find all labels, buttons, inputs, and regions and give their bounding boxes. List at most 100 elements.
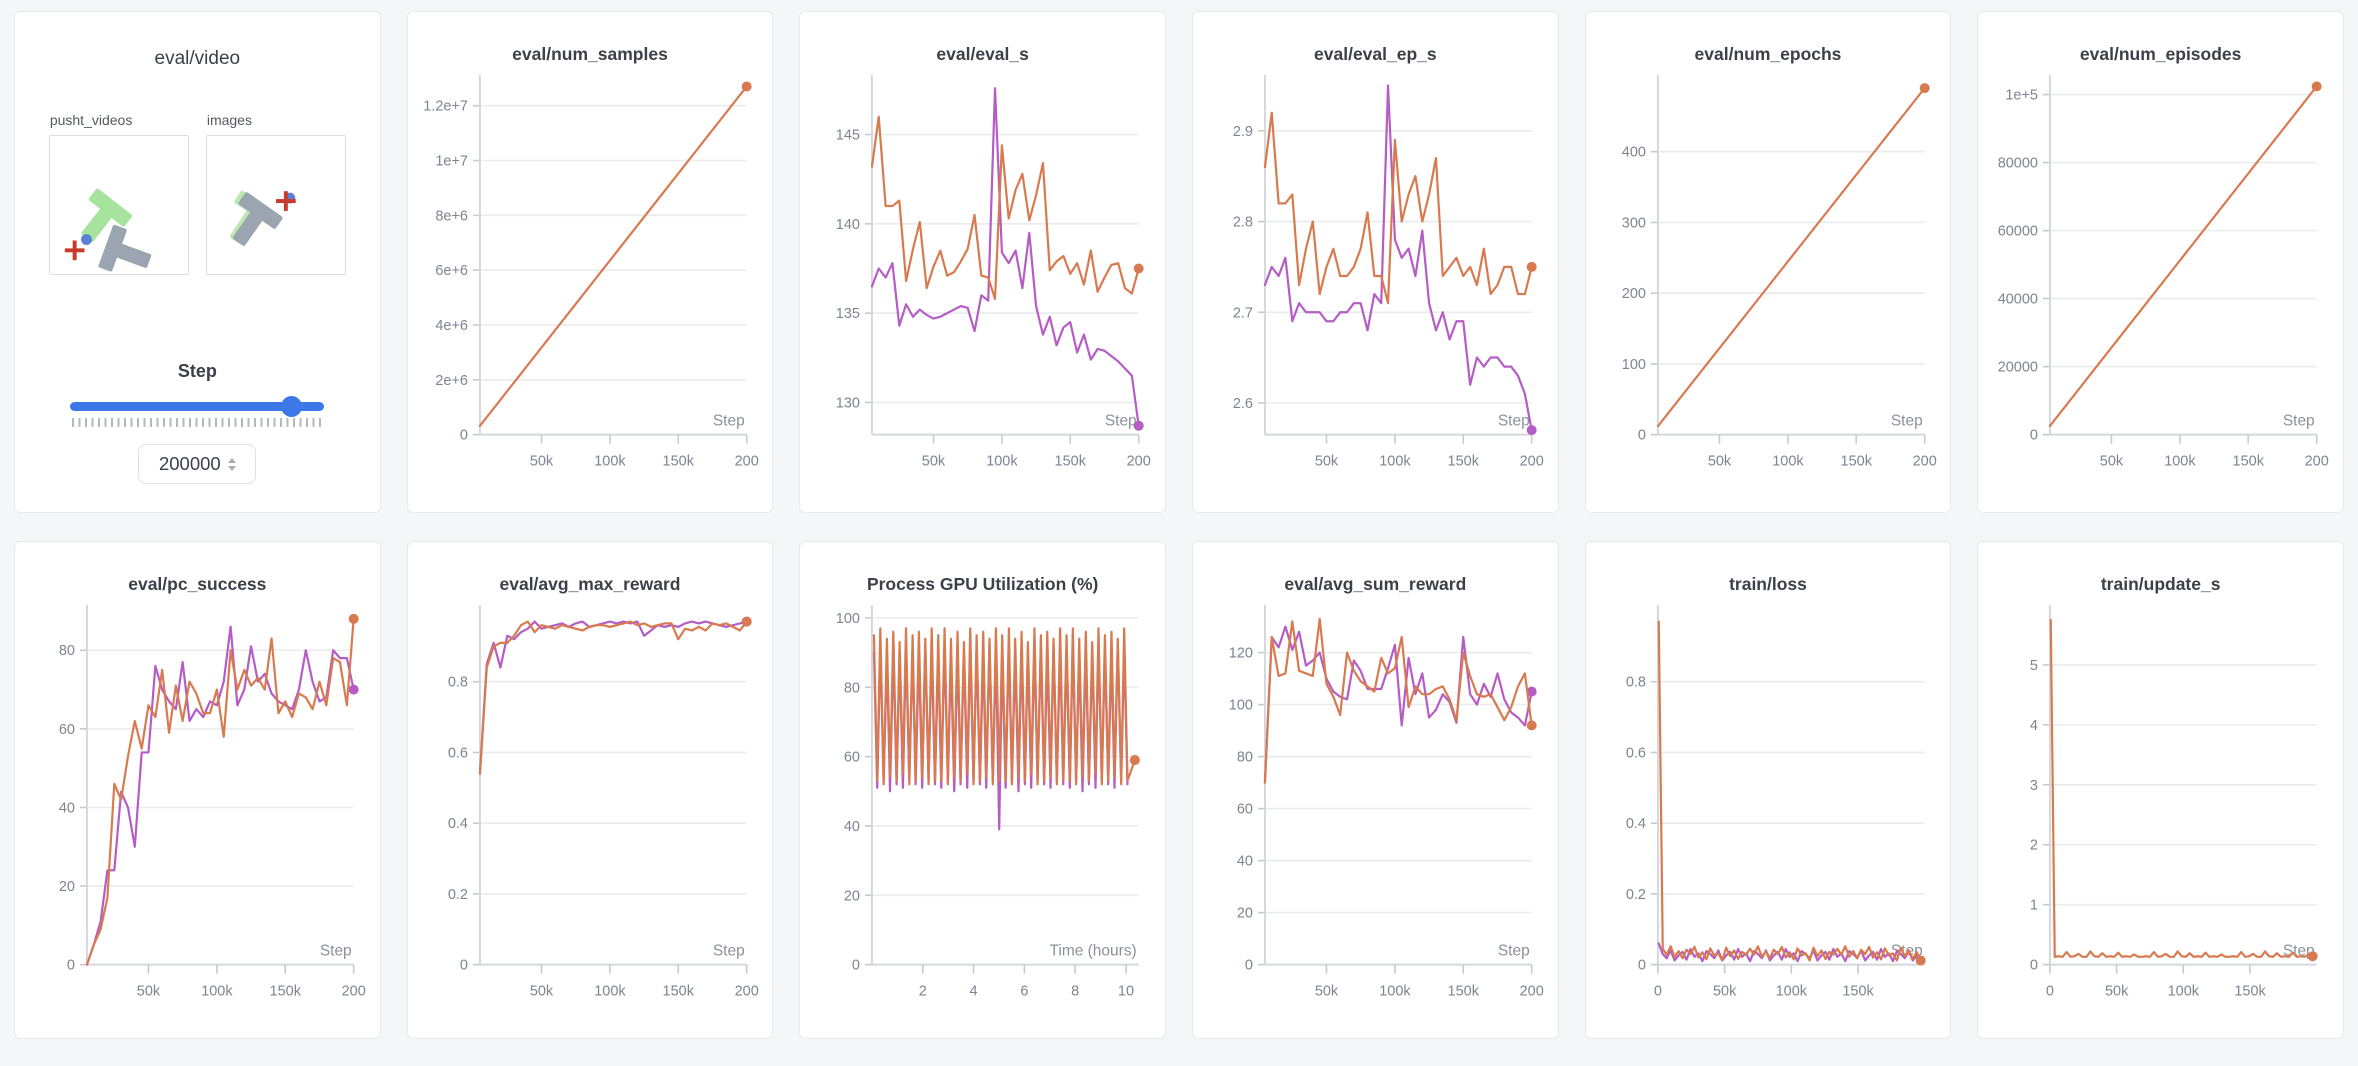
chart-plot[interactable]: 130 135 140 145 50k 100k 150k 200 Step [810,69,1155,484]
chart-title: Process GPU Utilization (%) [866,574,1099,594]
svg-text:50k: 50k [137,984,161,1000]
svg-text:100k: 100k [2165,454,2197,470]
svg-text:10: 10 [1118,984,1134,1000]
pusht-scene-image [229,190,296,246]
panel-eval-avg-max-reward: eval/avg_max_reward 0 0.2 0.4 0.6 0.8 50k 100k 1… [406,541,774,1039]
slider-thumb[interactable] [281,396,303,417]
chart-plot[interactable]: 0 20000 40000 60000 80000 1e+5 50k 100k 150k 200 S… [1988,69,2333,484]
panel-eval-video: eval/video pusht_videos [14,11,381,513]
chart-title: train/update_s [2100,574,2221,594]
chart-plot[interactable]: 0 20 40 60 80 100 120 50k 100k 150k 200 Step [1203,599,1548,1014]
stepper-arrows[interactable] [227,457,236,471]
chart-plot[interactable]: 0 20 40 60 80 100 2 4 6 8 10 Time (hours) [810,599,1155,1014]
chart-canvas[interactable]: 130 135 140 145 50k 100k 150k 200 Step [800,69,1165,484]
slider-track[interactable] [70,402,325,411]
svg-text:100k: 100k [594,454,626,470]
svg-text:Step: Step [1105,413,1137,430]
step-label: Step [177,361,217,381]
media-label: images [206,112,252,128]
chart-canvas[interactable]: 2.6 2.7 2.8 2.9 50k 100k 150k 200 Step [1193,69,1558,484]
chart-title: eval/eval_ep_s [1314,44,1437,64]
chart-plot[interactable]: 0 100 200 300 400 50k 100k 150k 200 Step [1596,69,1941,484]
svg-text:50k: 50k [529,454,553,470]
svg-text:2e+6: 2e+6 [435,373,468,389]
svg-text:Step: Step [713,413,745,430]
svg-text:Step: Step [2283,413,2315,430]
svg-text:50k: 50k [2100,454,2124,470]
decrement-icon[interactable] [227,465,236,471]
svg-text:40: 40 [59,800,75,816]
svg-text:150k: 150k [1448,984,1480,1000]
svg-text:0: 0 [1638,958,1646,974]
svg-text:145: 145 [836,128,860,144]
step-value-input[interactable]: 200000 [138,444,257,484]
svg-text:50k: 50k [529,984,553,1000]
media-item-pusht-videos: pusht_videos [48,112,189,275]
svg-text:6e+6: 6e+6 [435,263,468,279]
chart-plot[interactable]: 2.6 2.7 2.8 2.9 50k 100k 150k 200 Step [1203,69,1548,484]
media-label: pusht_videos [49,112,133,128]
panel-train-update-s: train/update_s 0 1 2 3 4 5 0 50k 100k 150k Step [1977,541,2344,1039]
svg-text:150k: 150k [1842,984,1874,1000]
chart-canvas[interactable]: 0 0.2 0.4 0.6 0.8 50k 100k 150k 200 Step [408,599,773,1014]
svg-text:2.6: 2.6 [1233,396,1253,412]
chart-plot[interactable]: 0 2e+6 4e+6 6e+6 8e+6 1e+7 1.2e+7 50k 100k 150k 20… [418,69,763,484]
step-slider[interactable] [70,395,325,417]
svg-text:80: 80 [1237,750,1253,766]
chart-plot[interactable]: 0 0.2 0.4 0.6 0.8 50k 100k 150k 200 Step [418,599,763,1014]
svg-text:4: 4 [2030,718,2038,734]
svg-text:2.8: 2.8 [1233,215,1253,231]
chart-canvas[interactable]: 0 20 40 60 80 50k 100k 150k 200 Step [15,599,380,1014]
pusht-video-thumbnail[interactable] [48,135,189,275]
svg-text:0.4: 0.4 [447,816,467,832]
svg-text:0.2: 0.2 [1625,887,1645,903]
svg-text:2.7: 2.7 [1233,305,1253,321]
chart-title: eval/num_epochs [1694,44,1842,64]
svg-text:100: 100 [836,611,860,627]
chart-canvas[interactable]: 0 0.2 0.4 0.6 0.8 0 50k 100k 150k Step [1586,599,1951,1014]
chart-canvas[interactable]: 0 20000 40000 60000 80000 1e+5 50k 100k 150k 200 S… [1978,69,2343,484]
svg-text:0.6: 0.6 [1625,745,1645,761]
svg-text:140: 140 [836,217,860,233]
increment-icon[interactable] [227,457,236,463]
svg-text:8e+6: 8e+6 [435,208,468,224]
svg-text:0: 0 [1654,984,1662,1000]
svg-text:1: 1 [2030,898,2038,914]
chart-title: eval/eval_s [936,44,1029,64]
chart-canvas[interactable]: 0 20 40 60 80 100 2 4 6 8 10 Time (hours) [800,599,1165,1014]
svg-text:0.4: 0.4 [1625,816,1645,832]
panel-eval-eval-s: eval/eval_s 130 135 140 145 50k 100k 150k 200 Ste… [799,11,1166,513]
svg-text:Step: Step [320,943,352,960]
svg-text:1.2e+7: 1.2e+7 [423,99,468,115]
svg-text:0.8: 0.8 [447,675,467,691]
agent-dot [80,234,92,245]
panel-eval-num-episodes: eval/num_episodes 0 20000 40000 60000 80000 1e… [1977,11,2344,513]
svg-text:60: 60 [59,722,75,738]
svg-text:Step: Step [1498,413,1530,430]
chart-canvas[interactable]: 0 20 40 60 80 100 120 50k 100k 150k 200 Step [1193,599,1558,1014]
chart-title: eval/avg_max_reward [499,574,681,594]
svg-text:100: 100 [1621,357,1645,373]
chart-canvas[interactable]: 0 2e+6 4e+6 6e+6 8e+6 1e+7 1.2e+7 50k 100k 150k 20… [408,69,773,484]
svg-text:200: 200 [342,984,366,1000]
chart-canvas[interactable]: 0 1 2 3 4 5 0 50k 100k 150k Step [1978,599,2343,1014]
images-thumbnail[interactable] [205,135,346,275]
slider-tick-marks [72,418,323,427]
svg-text:0.2: 0.2 [447,887,467,903]
svg-text:0.8: 0.8 [1625,675,1645,691]
step-control: Step 200000 [15,361,380,484]
svg-text:200: 200 [1127,454,1151,470]
svg-text:50k: 50k [922,454,946,470]
chart-canvas[interactable]: 0 100 200 300 400 50k 100k 150k 200 Step [1586,69,1951,484]
chart-plot[interactable]: 0 20 40 60 80 50k 100k 150k 200 Step [25,599,370,1014]
svg-text:0.6: 0.6 [447,745,467,761]
svg-text:0: 0 [852,958,860,974]
svg-text:50k: 50k [1713,984,1737,1000]
svg-text:150k: 150k [270,984,302,1000]
media-thumbnails: pusht_videos [15,112,380,275]
svg-text:0: 0 [2030,958,2038,974]
svg-text:50k: 50k [1707,454,1731,470]
svg-text:4e+6: 4e+6 [435,318,468,334]
